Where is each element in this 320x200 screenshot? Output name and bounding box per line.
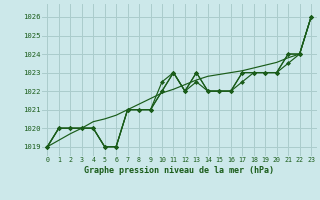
X-axis label: Graphe pression niveau de la mer (hPa): Graphe pression niveau de la mer (hPa) (84, 166, 274, 175)
